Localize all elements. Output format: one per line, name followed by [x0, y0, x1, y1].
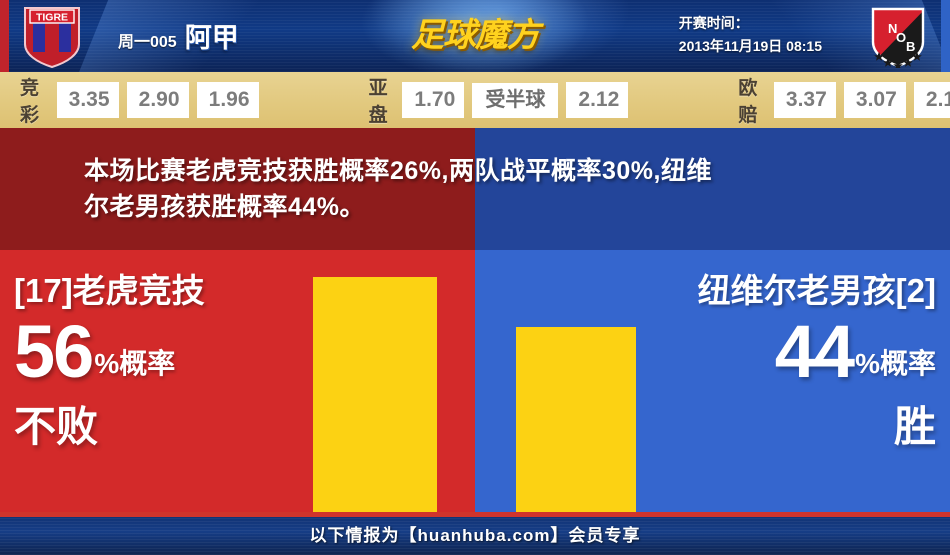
- odds-cell-jingcai-2[interactable]: 2.90: [126, 81, 189, 119]
- home-team-block: [17]老虎竞技 56 %概率 不败: [14, 250, 314, 512]
- odds-label-jingcai: 竞彩: [20, 78, 41, 126]
- odds-label-oupei: 欧赔: [738, 78, 759, 126]
- odds-bar: 竞彩 3.35 2.90 1.96 亚盘 1.70 受半球 2.12 欧赔 3.…: [0, 72, 950, 128]
- odds-cell-oupei-3[interactable]: 2.11: [913, 81, 950, 119]
- match-league: 阿甲: [184, 23, 239, 53]
- prediction-text: 本场比赛老虎竞技获胜概率26%,两队战平概率30%,纽维 尔老男孩获胜概率44%…: [0, 128, 950, 250]
- match-round: 周一005: [118, 34, 177, 51]
- bar-away: [516, 327, 636, 512]
- odds-label-yapan: 亚盘: [368, 78, 389, 126]
- site-logo-text: 足球魔方: [411, 16, 540, 53]
- prediction-banner: 本场比赛老虎竞技获胜概率26%,两队战平概率30%,纽维 尔老男孩获胜概率44%…: [0, 128, 950, 250]
- odds-cell-oupei-2[interactable]: 3.07: [843, 81, 906, 119]
- banner-half-red: [0, 128, 475, 250]
- header-edge-blue: [941, 0, 950, 72]
- away-team-name: 纽维尔老男孩[2]: [697, 272, 936, 309]
- home-outcome: 不败: [14, 402, 99, 450]
- match-header: TIGRE N O B: [0, 0, 950, 72]
- svg-text:TIGRE: TIGRE: [36, 12, 68, 24]
- svg-text:N: N: [888, 21, 897, 36]
- home-probability-unit: %概率: [94, 348, 176, 380]
- odds-cell-yapan-handicap[interactable]: 受半球: [472, 82, 559, 118]
- home-team-name: [17]老虎竞技: [14, 272, 205, 309]
- away-outcome: 胜: [893, 402, 936, 450]
- odds-cell-yapan-1[interactable]: 1.70: [402, 81, 465, 119]
- svg-text:O: O: [896, 30, 906, 45]
- odds-cell-jingcai-3[interactable]: 1.96: [196, 81, 259, 119]
- match-label: 周一005 阿甲: [118, 16, 239, 55]
- odds-cell-yapan-2[interactable]: 2.12: [566, 81, 629, 119]
- kickoff-time: 2013年11月19日 08:15: [678, 38, 822, 55]
- kickoff-label: 开赛时间：: [678, 15, 749, 31]
- away-team-block: 纽维尔老男孩[2] 44 %概率 胜: [636, 250, 936, 512]
- home-probability-row: 56 %概率: [14, 307, 314, 393]
- footer-bar: 以下情报为【huanhuba.com】会员专享: [0, 512, 950, 555]
- tigre-crest-icon: TIGRE: [22, 6, 82, 69]
- logo-glow: [360, 0, 590, 72]
- prediction-line-2: 尔老男孩获胜概率44%。: [84, 193, 366, 221]
- footer-top-stripe: [0, 512, 950, 517]
- site-logo[interactable]: 足球魔方: [0, 0, 950, 72]
- odds-group-yapan: 亚盘 1.70 受半球 2.12: [369, 73, 629, 127]
- banner-half-blue: [475, 128, 950, 250]
- svg-text:B: B: [906, 39, 915, 54]
- odds-cell-oupei-1[interactable]: 3.37: [773, 81, 836, 119]
- odds-group-oupei: 欧赔 3.37 3.07 2.11: [738, 73, 950, 127]
- probability-chart: [17]老虎竞技 56 %概率 不败 纽维尔老男孩[2] 44 %概率 胜: [0, 250, 950, 512]
- header-edge-red: [0, 0, 9, 72]
- nob-crest-icon: N O B: [868, 6, 928, 70]
- home-probability-value: 56: [14, 310, 94, 393]
- odds-cell-jingcai-1[interactable]: 3.35: [56, 81, 119, 119]
- away-probability-unit: %概率: [855, 348, 936, 380]
- footer-notice: 以下情报为【huanhuba.com】会员专享: [309, 526, 641, 545]
- odds-group-jingcai: 竞彩 3.35 2.90 1.96: [20, 73, 259, 127]
- away-probability-row: 44 %概率: [636, 307, 936, 393]
- kickoff-info: 开赛时间： 2013年11月19日 08:15: [679, 12, 822, 58]
- bar-home: [313, 277, 437, 512]
- prediction-line-1: 本场比赛老虎竞技获胜概率26%,两队战平概率30%,纽维: [84, 156, 712, 185]
- away-probability-value: 44: [774, 310, 855, 393]
